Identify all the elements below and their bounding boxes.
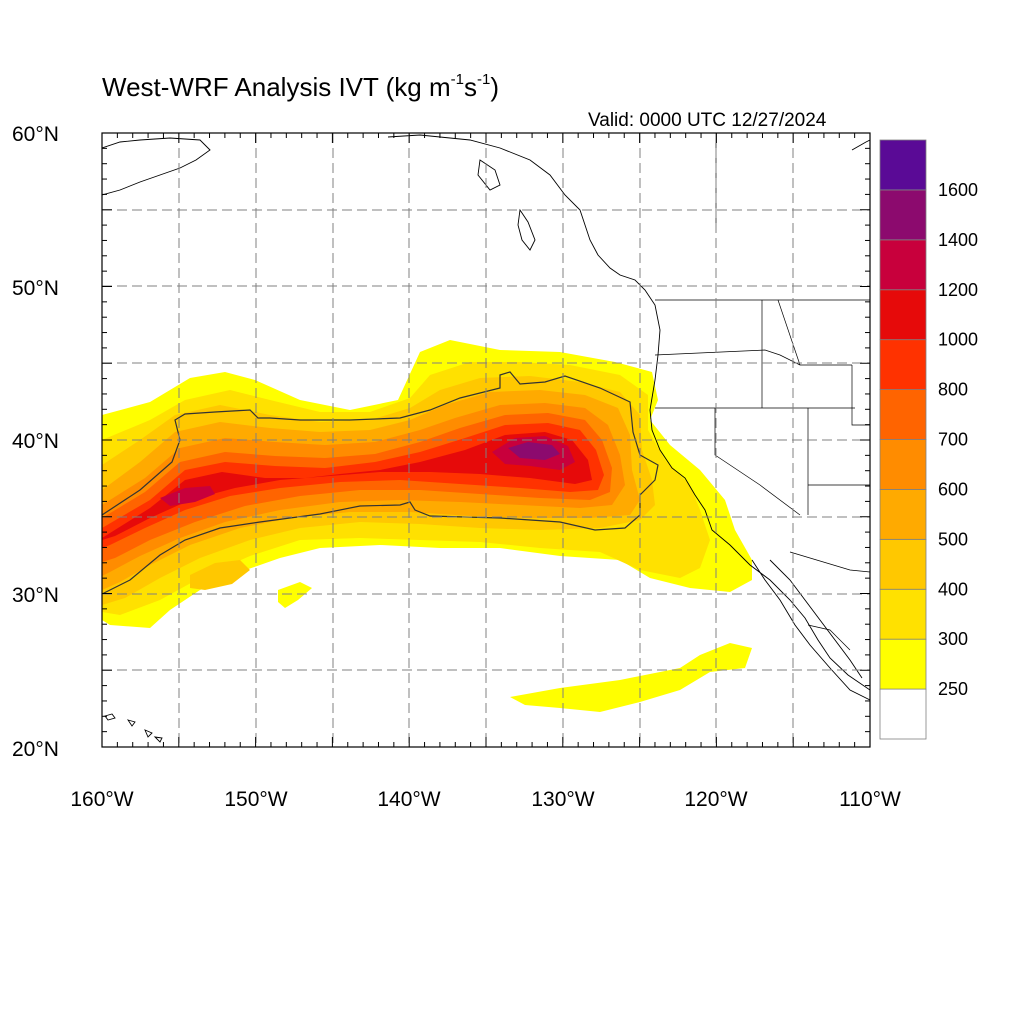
colorbar-label: 1600 [938,180,978,200]
colorbar-label: 600 [938,479,968,499]
colorbar-label: 1200 [938,280,978,300]
coast-baja [751,559,870,701]
axis-ticks [101,132,871,748]
lon-label-160w: 160°W [70,788,133,811]
colorbar-label: 1400 [938,230,978,250]
lat-label-60: 60°N [12,123,59,146]
border-ca-nv [714,408,801,516]
border-sonora [807,624,851,651]
colorbar-swatch [879,289,927,341]
lat-label-30: 30°N [12,584,59,607]
lat-label-50: 50°N [12,277,59,300]
colorbar-swatch [879,688,927,740]
coast-hudson-west [851,139,870,151]
border-id [761,299,801,408]
lon-labels: 160°W 150°W 140°W 130°W 120°W 110°W [70,788,901,811]
colorbar-swatch [879,638,927,690]
lat-label-20: 20°N [12,738,59,761]
colorbar-label: 300 [938,629,968,649]
coast-alaska-west [102,137,211,196]
coast-alaska-southeast [387,134,870,691]
ivt-band-250-patch [278,582,312,608]
coast-hawaii [104,713,163,743]
coastlines [102,134,870,743]
lon-label-120w: 120°W [684,788,747,811]
lon-label-110w: 110°W [839,788,901,811]
ivt-band-1400 [508,442,560,460]
colorbar-label: 250 [938,679,968,699]
lat-labels: 60°N 50°N 40°N 30°N 20°N [12,123,59,761]
colorbar-swatch [879,139,927,191]
ivt-band-1000 [102,432,592,540]
border-us-mexico [789,551,870,573]
colorbar-label: 400 [938,579,968,599]
valid-time: Valid: 0000 UTC 12/27/2024 [588,110,827,131]
lat-label-40: 40°N [12,430,59,453]
grid-lines [102,133,870,747]
colorbar-swatch [879,588,927,640]
colorbar-swatch [879,538,927,590]
colorbar-label: 500 [938,529,968,549]
coast-gulf-california [769,559,863,679]
colorbar-swatch [879,339,927,390]
lon-label-130w: 130°W [531,788,594,811]
ivt-band-400-patch [190,560,250,590]
ivt-band-250-south [510,643,752,712]
lon-label-140w: 140°W [377,788,440,811]
border-wa-or [654,349,852,366]
colorbar-swatch [879,239,927,291]
colorbar-label: 1000 [938,330,978,350]
colorbar-label: 800 [938,380,968,400]
colorbar-swatch [879,439,927,490]
ivt-field [102,340,752,712]
coast-islands-bc [477,159,536,251]
ivt-band-1200-west [160,486,215,506]
colorbar-label: 700 [938,430,968,450]
map-title: West-WRF Analysis IVT (kg m-1s-1) [102,71,499,102]
colorbar-swatch [879,189,927,241]
border-az [808,365,870,486]
lon-label-150w: 150°W [224,788,287,811]
colorbar: 250 300 400 500 600 700 800 1000 1200 1400 1600 [879,139,978,740]
colorbar-swatch [879,489,927,540]
ivt-contour-500 [102,371,659,595]
colorbar-swatch [879,389,927,440]
